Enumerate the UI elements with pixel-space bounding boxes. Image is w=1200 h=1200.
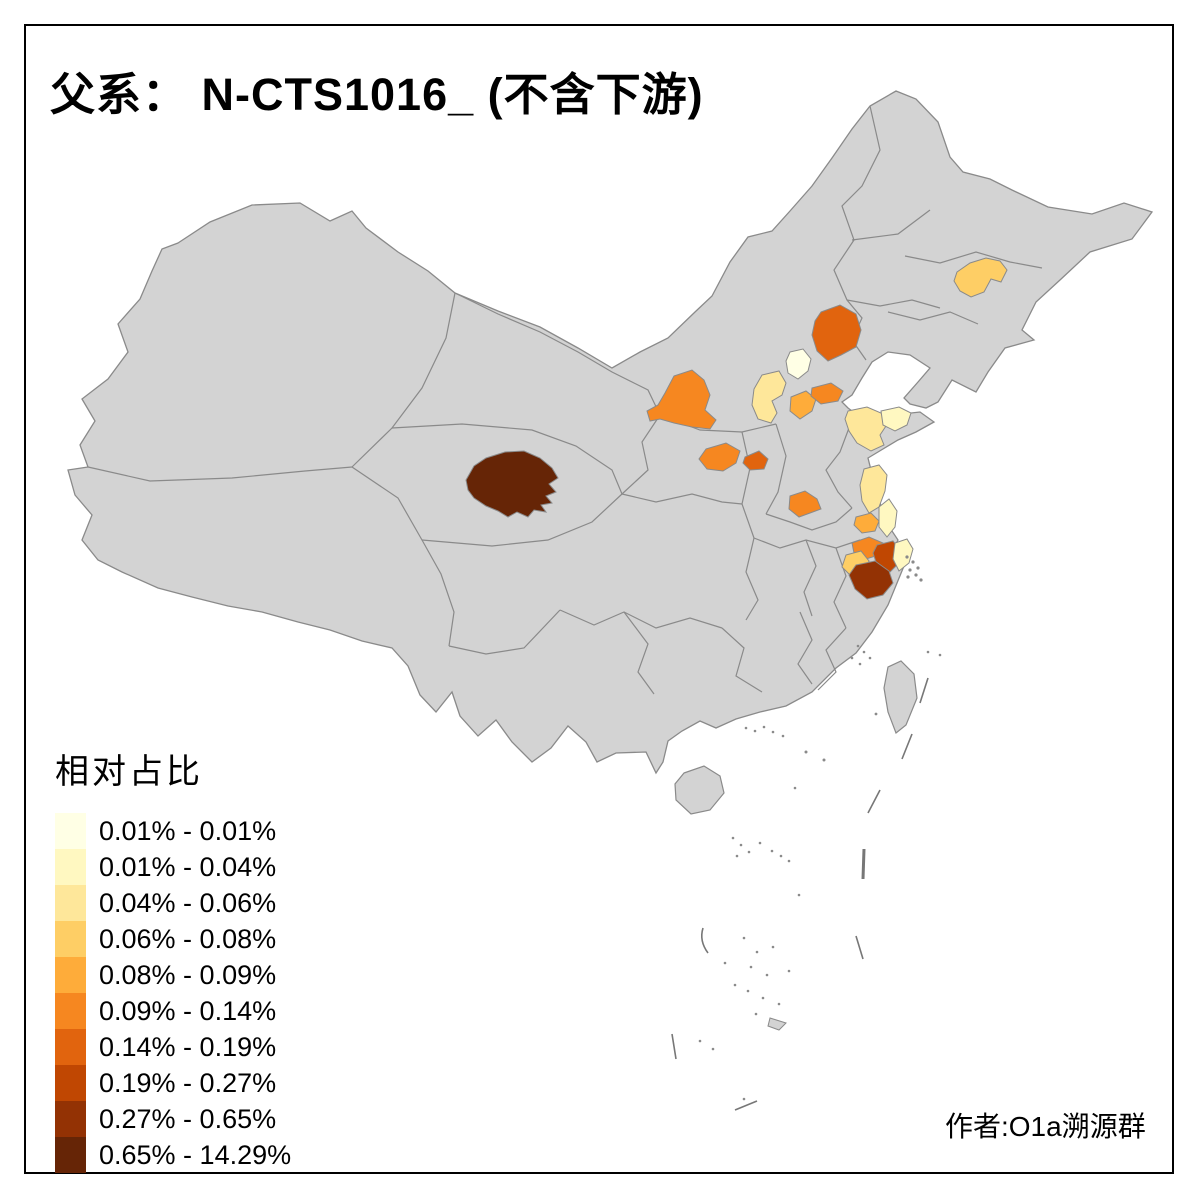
- province-borders: [87, 105, 1043, 695]
- legend-row: 0.65% - 14.29%: [55, 1137, 291, 1173]
- map-region: [848, 560, 894, 600]
- legend-class-label: 0.08% - 0.09%: [99, 959, 277, 990]
- legend-row: 0.08% - 0.09%: [55, 957, 291, 993]
- map-region: [646, 369, 717, 430]
- map-region: [811, 304, 862, 362]
- map-region: [789, 390, 817, 420]
- legend-class-label: 0.01% - 0.01%: [99, 815, 277, 846]
- map-region: [953, 257, 1008, 298]
- map-region: [892, 538, 914, 572]
- colored-regions: [465, 257, 1008, 600]
- legend-row: 0.27% - 0.65%: [55, 1101, 291, 1137]
- small-islands: [698, 555, 942, 1101]
- legend-swatch: [55, 1137, 86, 1173]
- legend-swatch: [55, 849, 86, 885]
- map-region: [465, 450, 559, 518]
- hainan-island: [674, 765, 725, 815]
- map-region: [742, 450, 769, 471]
- south-sea-islet: [767, 1017, 787, 1031]
- map-region: [878, 498, 898, 538]
- legend-swatch: [55, 813, 86, 849]
- sea-boundary-dashes: [671, 677, 929, 1111]
- legend: 相对占比 0.01% - 0.01% 0.01% - 0.04% 0.04% - 0…: [55, 744, 291, 1173]
- legend-class-label: 0.09% - 0.14%: [99, 995, 277, 1026]
- map-region: [810, 382, 844, 405]
- legend-class-label: 0.04% - 0.06%: [99, 887, 277, 918]
- map-title: 父系： N-CTS1016_ (不含下游): [50, 69, 704, 120]
- legend-swatch: [55, 957, 86, 993]
- map-region: [751, 370, 787, 424]
- legend-class-label: 0.01% - 0.04%: [99, 851, 277, 882]
- attribution-text: 作者:O1a溯源群: [945, 1111, 1146, 1142]
- legend-swatch: [55, 885, 86, 921]
- legend-row: 0.19% - 0.27%: [55, 1065, 291, 1101]
- map-region: [698, 442, 741, 472]
- legend-class-label: 0.27% - 0.65%: [99, 1103, 277, 1134]
- legend-swatch: [55, 921, 86, 957]
- legend-row: 0.06% - 0.08%: [55, 921, 291, 957]
- legend-swatch: [55, 1029, 86, 1065]
- legend-class-label: 0.65% - 14.29%: [99, 1139, 292, 1170]
- map-region: [844, 406, 889, 452]
- legend-row: 0.01% - 0.01%: [55, 813, 291, 849]
- legend-row: 0.14% - 0.19%: [55, 1029, 291, 1065]
- mainland-china-shape: [67, 90, 1154, 775]
- legend-swatch: [55, 1065, 86, 1101]
- taiwan-island: [883, 660, 918, 734]
- map-region: [785, 348, 812, 380]
- map-region: [853, 512, 880, 534]
- legend-class-label: 0.19% - 0.27%: [99, 1067, 277, 1098]
- map-region: [880, 406, 912, 432]
- legend-swatch: [55, 993, 86, 1029]
- map-region: [788, 490, 822, 518]
- legend-class-label: 0.06% - 0.08%: [99, 923, 277, 954]
- legend-title: 相对占比: [55, 753, 203, 791]
- legend-rows: 0.01% - 0.01% 0.01% - 0.04% 0.04% - 0.06% 0…: [55, 813, 291, 1173]
- legend-class-label: 0.14% - 0.19%: [99, 1031, 277, 1062]
- legend-row: 0.01% - 0.04%: [55, 849, 291, 885]
- legend-row: 0.04% - 0.06%: [55, 885, 291, 921]
- legend-row: 0.09% - 0.14%: [55, 993, 291, 1029]
- legend-swatch: [55, 1101, 86, 1137]
